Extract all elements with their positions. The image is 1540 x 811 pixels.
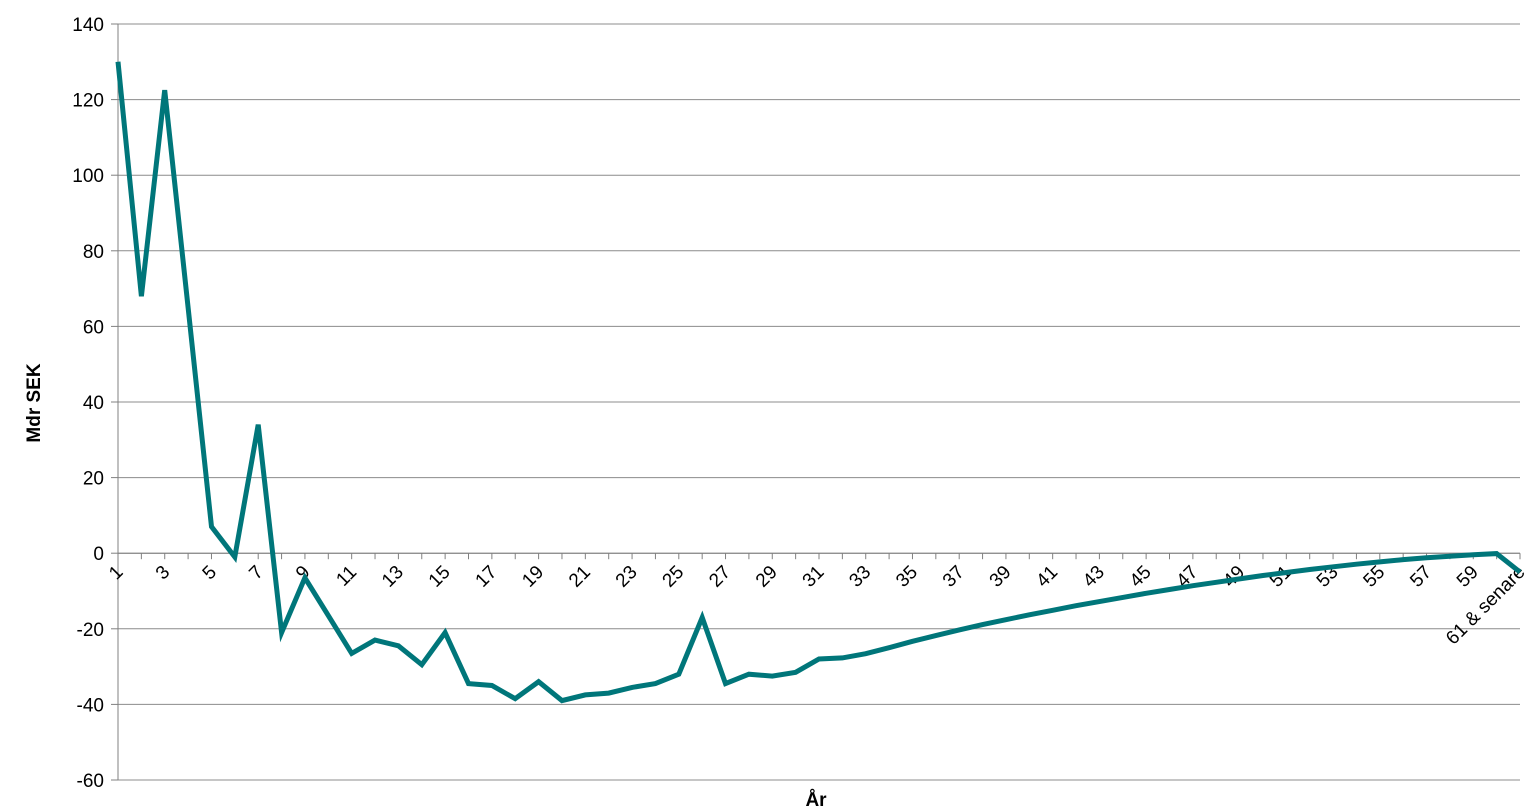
x-tick-label: 35 [892,562,922,592]
y-tick-label: 80 [83,242,104,263]
y-tick-label: -40 [77,695,104,716]
y-tick-labels: 140 120 100 80 60 40 20 0 -20 -40 -60 [72,15,104,792]
x-tick-label: 13 [378,562,408,592]
y-tick-label: 140 [72,15,104,36]
gridlines [118,23,1520,781]
x-tick-label: 59 [1453,562,1483,592]
y-tick-label: 40 [83,393,104,414]
y-tick-label: -60 [77,771,104,792]
x-tick-label: 29 [752,562,782,592]
x-tick-label: 33 [845,562,875,592]
x-tick-label: 37 [939,562,969,592]
x-tick-label: 11 [332,562,361,591]
x-tick-label: 21 [565,562,595,592]
x-tick-label: 41 [1032,562,1062,592]
x-tick-label: 23 [612,562,642,592]
y-axis-title: Mdr SEK [24,363,45,442]
axes [111,23,1521,781]
x-tick-label: 27 [705,562,735,592]
x-tick-label: 57 [1406,562,1436,592]
x-tick-label: 5 [199,562,221,584]
x-axis-title: År [805,790,827,811]
x-tick-label: 1 [105,562,127,584]
x-tick-label: 31 [799,562,829,592]
x-tick-label: 43 [1079,562,1109,592]
y-tick-label: 120 [72,91,104,112]
y-tick-label: -20 [77,620,104,641]
x-tick-label: 45 [1126,562,1156,592]
x-tick-label: 7 [245,562,267,584]
x-tick-label: 39 [986,562,1016,592]
x-tick-label: 19 [518,562,548,592]
y-tick-label: 0 [93,544,104,565]
x-tick-label: 15 [425,562,455,592]
x-tick-label: 55 [1360,562,1390,592]
x-tick-label: 17 [472,562,502,592]
y-tick-label: 100 [72,166,104,187]
series-line-0 [115,61,1522,704]
x-tick-label: 25 [659,562,689,592]
series-group [115,61,1522,704]
x-tick-label: 3 [152,562,174,584]
x-tick-labels: 1 3 5 7 9 11 13 15 17 19 21 23 25 27 29 31 33 35 37 39 41 43 4… [105,562,1529,649]
y-tick-label: 20 [83,469,104,490]
y-tick-label: 60 [83,317,104,338]
